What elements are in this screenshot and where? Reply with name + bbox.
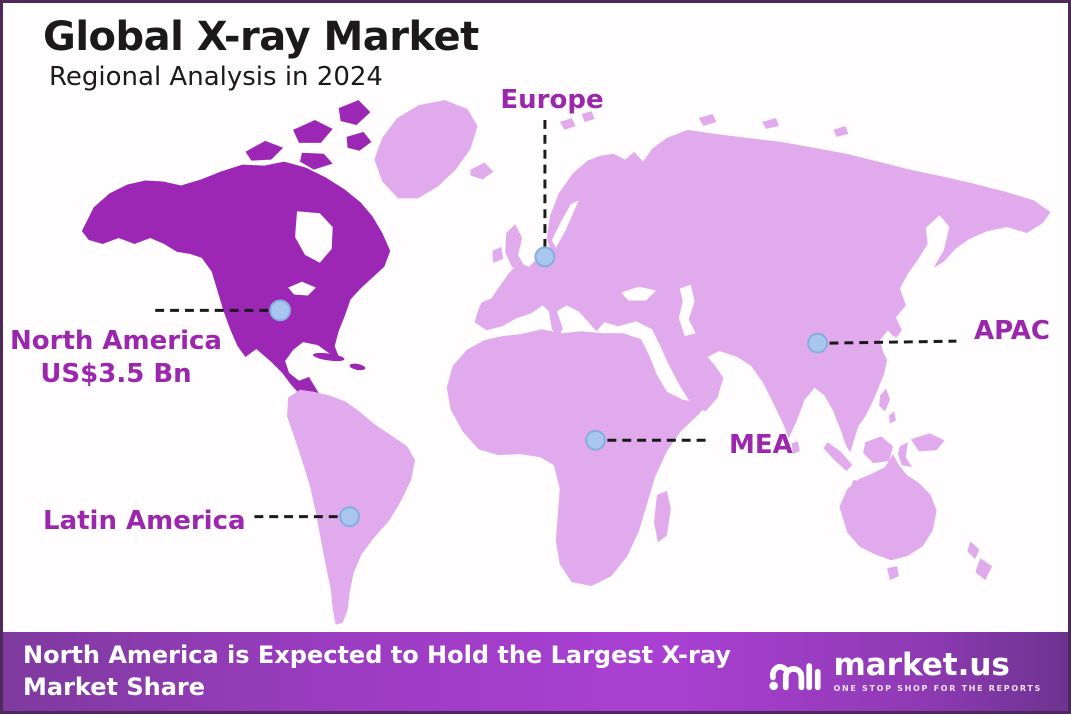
region-africa	[446, 329, 713, 587]
brand-name: market.us	[833, 646, 1010, 683]
footer-headline: North America is Expected to Hold the La…	[3, 640, 763, 702]
region-label-europe: Europe	[500, 85, 604, 115]
marker-dot-latin-america	[339, 506, 360, 528]
region-label-mea: MEA	[729, 430, 793, 460]
region-north-america	[81, 100, 391, 411]
brand-text: market.us ONE STOP SHOP FOR THE REPORTS	[833, 646, 1042, 693]
region-value-north-america: US$3.5 Bn	[40, 358, 192, 389]
region-label-north-america-name: North America	[10, 326, 222, 356]
page-subtitle: Regional Analysis in 2024	[49, 62, 383, 92]
region-greenland	[374, 100, 478, 199]
region-label-latin-america: Latin America	[43, 506, 246, 536]
region-oceania	[839, 454, 993, 581]
marker-dot-north-america	[269, 299, 292, 322]
brand-tagline: ONE STOP SHOP FOR THE REPORTS	[833, 683, 1042, 693]
region-label-north-america: North America US$3.5 Bn	[9, 325, 223, 390]
connector-apac	[829, 339, 957, 345]
footer-bar: North America is Expected to Hold the La…	[3, 632, 1068, 711]
region-label-apac: APAC	[974, 316, 1050, 346]
footer-headline-line1: North America is Expected to Hold the La…	[23, 641, 731, 670]
location-markers	[269, 246, 829, 528]
brand-logo: market.us ONE STOP SHOP FOR THE REPORTS	[768, 646, 1042, 696]
footer-headline-line2: Market Share	[23, 672, 206, 701]
header: Global X-ray Market Regional Analysis in…	[43, 15, 479, 92]
page-title: Global X-ray Market	[43, 14, 479, 60]
marker-dot-europe	[534, 246, 556, 268]
marker-dot-apac	[807, 332, 829, 354]
market-us-logo-icon	[769, 663, 822, 691]
marker-dot-mea	[585, 429, 606, 451]
connector-lines	[155, 120, 957, 519]
world-map	[81, 100, 1051, 625]
